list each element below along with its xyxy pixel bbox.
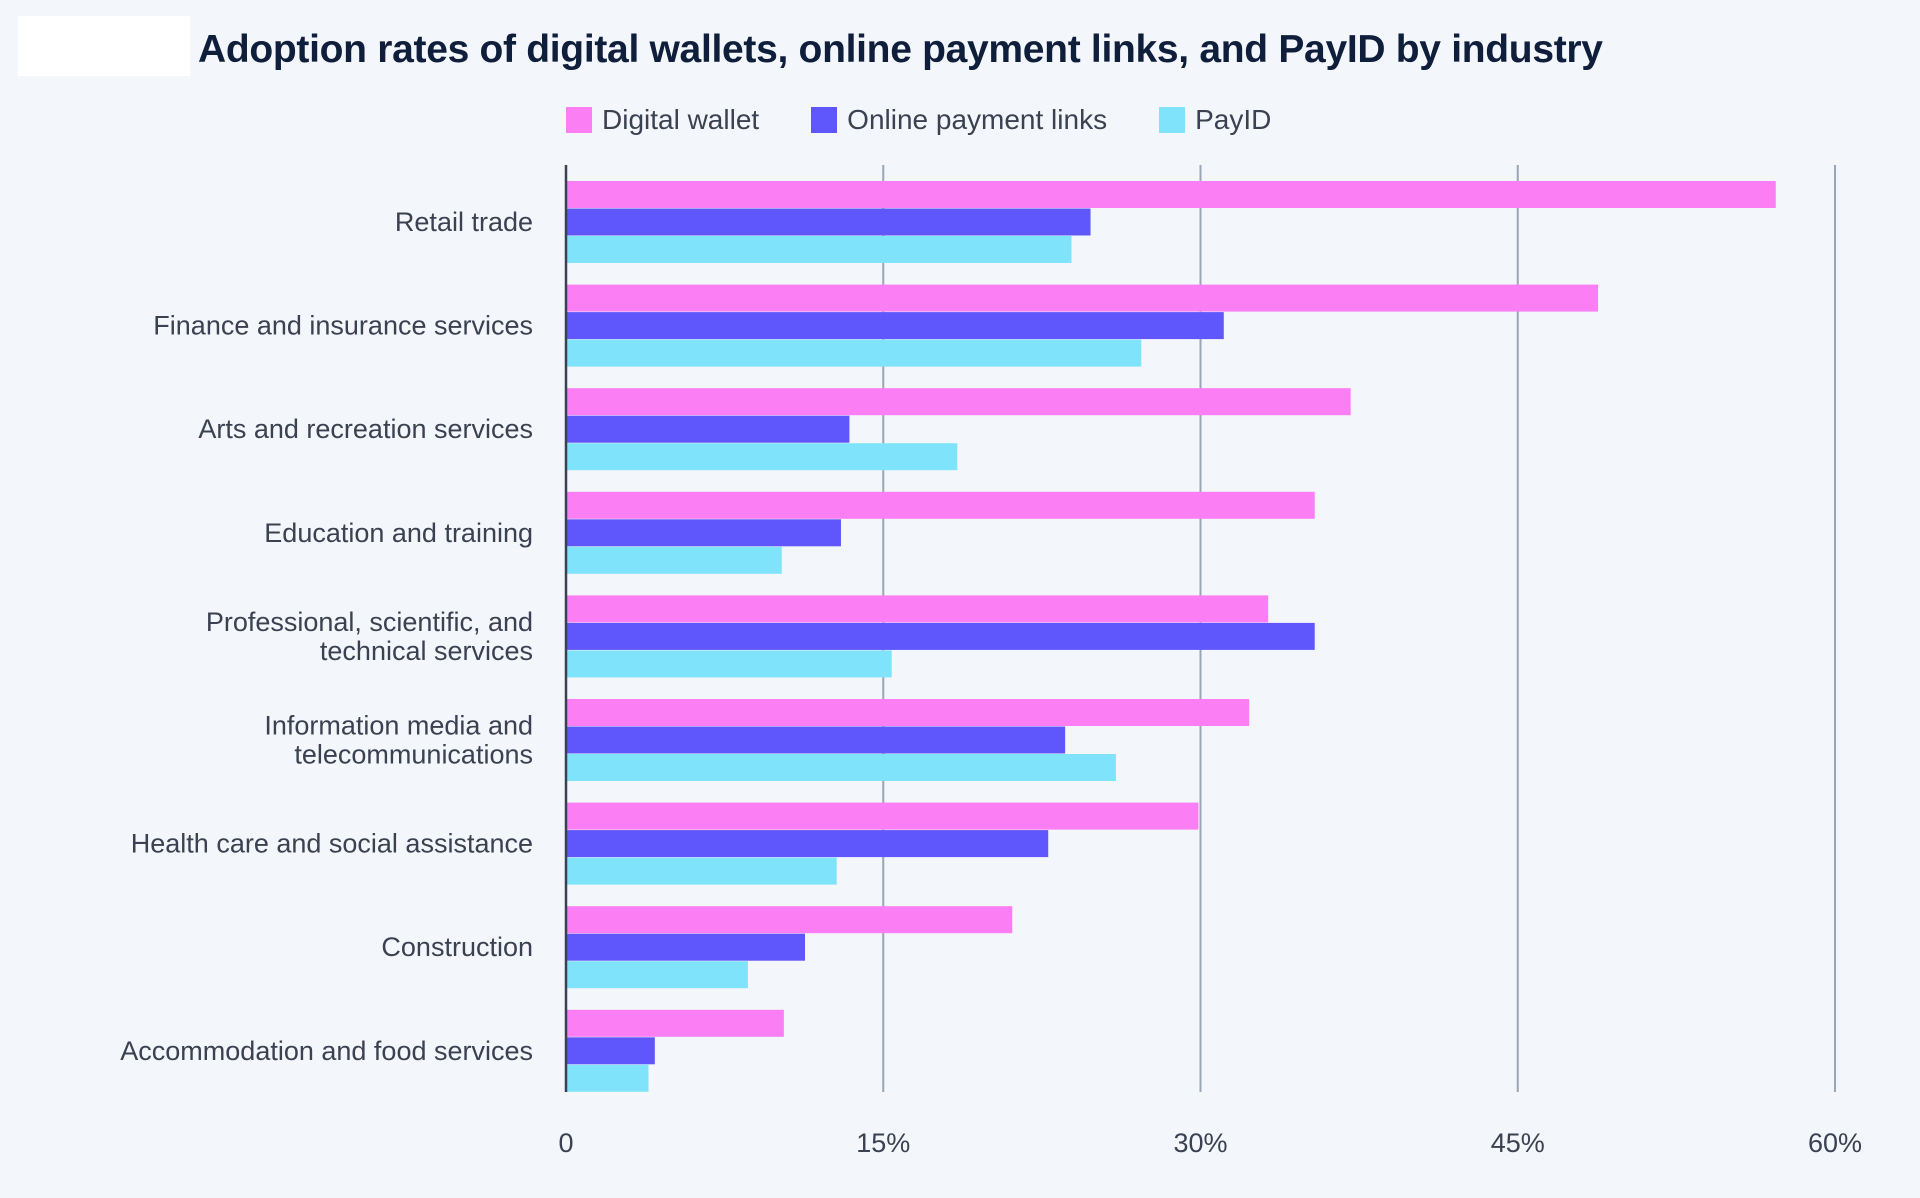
category-label-line: Professional, scientific, and <box>206 607 533 637</box>
bar-payid-3 <box>566 546 782 574</box>
x-tick-label-0: 0 <box>558 1128 573 1158</box>
category-label-line: Retail trade <box>395 207 533 237</box>
bar-online-payment-links-0 <box>566 208 1091 236</box>
legend-label-digital-wallet: Digital wallet <box>602 104 760 135</box>
bar-digital-wallet-4 <box>566 595 1269 623</box>
bar-digital-wallet-5 <box>566 699 1250 726</box>
category-label-0: Retail trade <box>395 207 533 237</box>
bar-online-payment-links-1 <box>566 312 1224 340</box>
category-label-line: technical services <box>320 636 533 666</box>
chart-legend: Digital wallet Online payment links PayID <box>566 100 1271 140</box>
category-label-line: Accommodation and food services <box>120 1036 533 1066</box>
bar-digital-wallet-8 <box>566 1009 784 1037</box>
bar-digital-wallet-3 <box>566 491 1315 519</box>
category-label-line: Arts and recreation services <box>198 414 533 444</box>
legend-swatch-payid <box>1159 107 1186 133</box>
bar-payid-2 <box>566 443 958 471</box>
category-label-line: Health care and social assistance <box>131 829 533 859</box>
chart-title: Adoption rates of digital wallets, onlin… <box>198 28 1603 71</box>
bar-digital-wallet-7 <box>566 906 1013 934</box>
category-label-line: Construction <box>381 932 533 962</box>
category-label-2: Arts and recreation services <box>198 414 533 444</box>
bar-payid-4 <box>566 650 892 678</box>
category-label-7: Construction <box>381 932 533 962</box>
legend-swatch-online-payment-links <box>811 107 838 133</box>
category-label-5: Information media and telecommunications <box>264 711 533 770</box>
category-label-4: Professional, scientific, and technical s… <box>206 607 533 666</box>
bar-digital-wallet-0 <box>566 181 1776 208</box>
legend-item-digital-wallet: Digital wallet <box>566 104 759 136</box>
bar-payid-5 <box>566 754 1116 781</box>
category-label-6: Health care and social assistance <box>131 829 533 859</box>
bar-online-payment-links-8 <box>566 1037 655 1065</box>
bar-online-payment-links-3 <box>566 519 841 547</box>
legend-label-online-payment-links: Online payment links <box>847 104 1108 135</box>
redacted-logo-block <box>18 16 190 76</box>
category-label-3: Education and training <box>264 518 533 548</box>
category-label-8: Accommodation and food services <box>120 1036 533 1066</box>
category-label-line: Finance and insurance services <box>153 311 533 341</box>
bar-digital-wallet-6 <box>566 802 1199 830</box>
category-label-line: Information media and <box>264 711 533 741</box>
legend-swatch-digital-wallet <box>566 107 592 133</box>
category-label-line: telecommunications <box>294 740 533 770</box>
x-tick-label-60: 60% <box>1808 1128 1862 1158</box>
bar-payid-7 <box>566 961 748 989</box>
x-tick-label-15: 15% <box>856 1128 910 1158</box>
bar-online-payment-links-5 <box>566 726 1066 754</box>
bar-digital-wallet-2 <box>566 388 1351 416</box>
bar-payid-6 <box>566 857 837 885</box>
legend-item-online-payment-links: Online payment links <box>811 104 1107 136</box>
bar-payid-8 <box>566 1064 649 1092</box>
x-tick-label-30: 30% <box>1173 1128 1227 1158</box>
bar-online-payment-links-2 <box>566 415 850 443</box>
legend-label-payid: PayID <box>1195 104 1272 135</box>
legend-item-payid: PayID <box>1159 104 1271 136</box>
bar-digital-wallet-1 <box>566 284 1599 312</box>
bar-payid-0 <box>566 236 1072 263</box>
category-label-line: Education and training <box>264 518 533 548</box>
bar-online-payment-links-4 <box>566 622 1315 650</box>
bar-payid-1 <box>566 339 1142 367</box>
category-label-1: Finance and insurance services <box>153 311 533 341</box>
x-tick-label-45: 45% <box>1491 1128 1545 1158</box>
bar-online-payment-links-7 <box>566 933 805 961</box>
bar-online-payment-links-6 <box>566 830 1049 858</box>
